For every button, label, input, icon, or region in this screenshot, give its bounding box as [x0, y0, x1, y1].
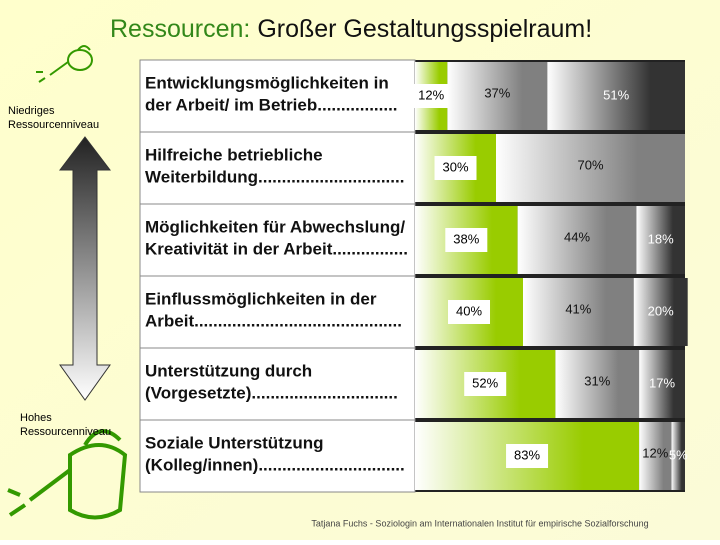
- bar-segment: [523, 278, 634, 346]
- category-label: Entwicklungsmöglichkeiten in: [145, 73, 389, 92]
- bar-segment: [517, 206, 637, 274]
- bottom-label: Ressourcenniveau: [20, 426, 111, 438]
- chart: Entwicklungsmöglichkeiten in der Arbeit/ …: [139, 59, 688, 493]
- title-rest: Großer Gestaltungsspielraum!: [257, 15, 592, 43]
- bar-segment: [547, 62, 685, 130]
- value-label: 38%: [453, 231, 479, 246]
- bottom-label: Hohes: [20, 412, 52, 424]
- category-label: Weiterbildung...........................…: [145, 167, 404, 186]
- value-label-box: [434, 156, 477, 180]
- category-box: [139, 275, 416, 349]
- bar-segment: [447, 62, 548, 130]
- double-arrow: [58, 136, 112, 401]
- value-label: 51%: [603, 87, 629, 102]
- value-label: 37%: [484, 85, 510, 100]
- category-label: Soziale Unterstützung: [145, 433, 324, 452]
- value-label-box: [445, 228, 488, 252]
- category-label: (Vorgesetzte)...........................…: [145, 383, 398, 402]
- category-label: (Kolleg/innen)..........................…: [145, 455, 405, 474]
- value-label: 31%: [584, 373, 610, 388]
- value-label: 20%: [648, 303, 674, 318]
- value-label: 44%: [564, 229, 590, 244]
- bar-segment: [639, 350, 685, 418]
- value-label: 41%: [565, 301, 591, 316]
- category-box: [139, 203, 416, 277]
- watering-can-small: [36, 45, 93, 83]
- category-label: Hilfreiche betriebliche: [145, 145, 323, 164]
- title: Ressourcen: Großer Gestaltungsspielraum!: [110, 15, 592, 43]
- category-box: [139, 131, 416, 205]
- value-label: 12%: [642, 445, 668, 460]
- footer: Tatjana Fuchs - Soziologin am Internatio…: [311, 518, 648, 528]
- category-label: Unterstützung durch: [145, 361, 312, 380]
- value-label: 17%: [649, 375, 675, 390]
- value-label: 70%: [577, 157, 603, 172]
- title-highlight: Ressourcen:: [110, 15, 250, 43]
- bar-area: [415, 60, 685, 492]
- bar-segment: [633, 278, 688, 346]
- bar-segment: [639, 422, 672, 490]
- category-box: [139, 419, 416, 493]
- bar-segment: [636, 206, 685, 274]
- value-label: 18%: [648, 231, 674, 246]
- bar-segment: [555, 350, 640, 418]
- value-label: 30%: [442, 159, 468, 174]
- value-label: 83%: [514, 447, 540, 462]
- value-label-box: [410, 84, 453, 108]
- category-label: Arbeit..................................…: [145, 311, 402, 330]
- category-label: Einflussmöglichkeiten in der: [145, 289, 377, 308]
- value-label-box: [464, 372, 507, 396]
- category-label: Möglichkeiten für Abwechslung/: [145, 217, 405, 236]
- top-label: Ressourcenniveau: [8, 119, 99, 131]
- value-label: 12%: [418, 87, 444, 102]
- category-label: der Arbeit/ im Betrieb.................: [145, 95, 398, 114]
- top-label: Niedriges: [8, 105, 55, 117]
- value-label: 5%: [669, 447, 688, 462]
- value-label: 40%: [456, 303, 482, 318]
- value-label-box: [506, 444, 549, 468]
- value-label: 52%: [472, 375, 498, 390]
- value-label-box: [448, 300, 490, 324]
- bar-segment: [496, 134, 685, 202]
- category-label: Kreativität in der Arbeit...............…: [145, 239, 408, 258]
- watering-can-large: [7, 429, 128, 520]
- bar-segment: [671, 422, 685, 490]
